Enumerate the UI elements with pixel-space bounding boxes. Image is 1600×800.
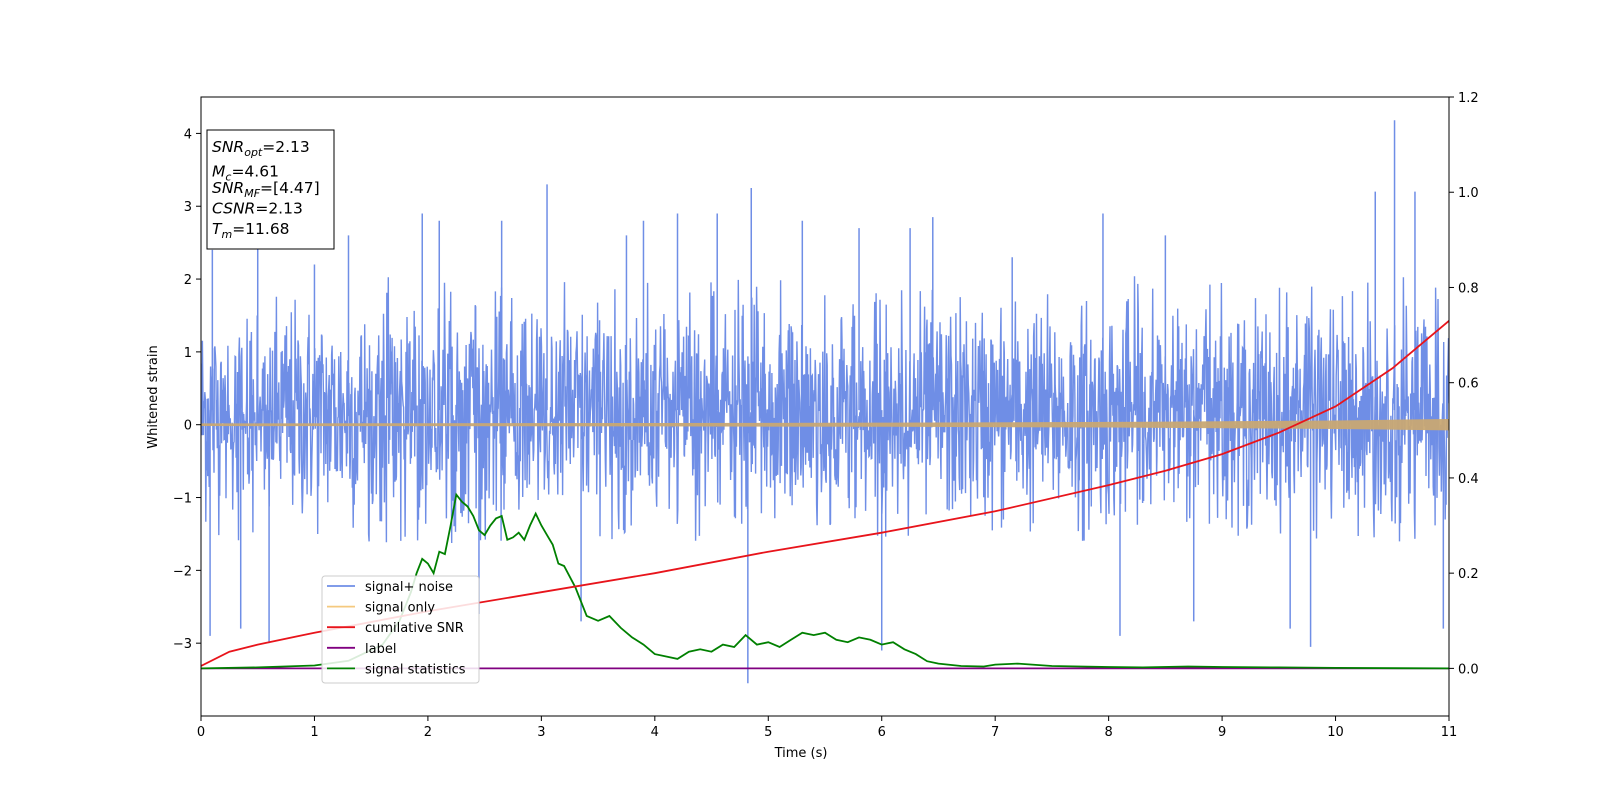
legend-label: signal+ noise [365,580,453,595]
y-tick-label: −2 [173,564,192,579]
y-tick-label: −1 [173,492,192,507]
legend-label: cumilative SNR [365,621,464,636]
legend: signal+ noise signal only cumilative SNR la… [321,575,480,684]
x-tick-label: 4 [651,725,659,740]
annotation-line: Tm=11.68 [212,220,290,241]
x-tick-label: 9 [1218,725,1226,740]
x-tick-label: 0 [197,725,205,740]
y2-tick-label: 1.2 [1458,91,1479,106]
annotation-line: SNRopt=2.13 [212,138,310,159]
y2-tick-label: 0.2 [1458,567,1479,582]
plot-area [201,120,1449,684]
y-tick-label: 2 [184,273,192,288]
x-tick-label: 3 [537,725,545,740]
x-tick-label: 11 [1441,725,1458,740]
series-signal-only [201,419,1449,431]
y2-tick-label: 0.8 [1458,281,1479,296]
x-tick-label: 5 [764,725,772,740]
axes: 0 1 2 3 4 5 6 7 8 9 10 1143210−1−2−31.21.00.80.60.4… [173,91,1479,740]
series-signal-statistics [201,492,1449,670]
annotation-line: SNRMF=[4.47] [212,179,320,200]
y-axis-label: Whitened strain [146,345,161,448]
legend-label: signal only [365,601,435,616]
x-tick-label: 2 [424,725,432,740]
x-axis-label: Time (s) [774,746,828,761]
legend-label: signal statistics [365,662,466,677]
legend-frame [321,575,480,684]
plot-clip [201,120,1449,684]
x-tick-label: 8 [1104,725,1112,740]
legend-label: label [365,642,396,657]
x-tick-label: 10 [1327,725,1344,740]
y-tick-label: 3 [184,200,192,215]
y-tick-label: 0 [184,419,192,434]
plot-frame [200,96,1450,717]
y-tick-label: 1 [184,346,192,361]
y2-tick-label: 0.0 [1458,662,1479,677]
annotation-frame [206,129,335,250]
y2-tick-label: 1.0 [1458,186,1479,201]
annotation-line: CSNR=2.13 [212,200,303,218]
x-tick-label: 6 [878,725,886,740]
y-tick-label: 4 [184,127,192,142]
series-signal-noise [201,276,1449,544]
y2-tick-label: 0.6 [1458,377,1479,392]
x-tick-label: 7 [991,725,999,740]
series-cumulative-snr [201,320,1449,667]
annotation-line: Mc=4.61 [212,163,279,184]
x-tick-label: 1 [310,725,318,740]
y2-tick-label: 0.4 [1458,472,1479,487]
y-tick-label: −3 [173,637,192,652]
